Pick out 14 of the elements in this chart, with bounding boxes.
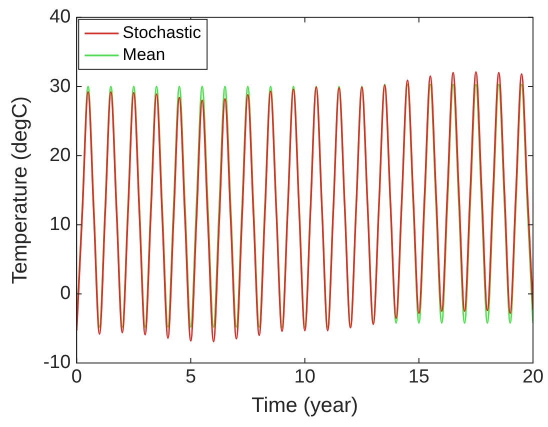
y-tick-label: 40 [50,6,71,28]
y-axis-title: Temperature (degC) [8,96,32,284]
y-tick-label: -10 [43,352,71,374]
x-tick-label: 20 [522,366,544,388]
y-tick-label: 10 [50,214,71,235]
y-tick-label: 0 [60,283,71,304]
x-tick-label: 10 [294,366,316,388]
y-tick-label: 20 [50,144,71,166]
legend-label: Mean [122,45,166,64]
y-tick-label: 30 [50,76,71,97]
x-axis-title: Time (year) [252,394,358,418]
x-tick-label: 5 [185,366,196,388]
legend-label: Stochastic [122,23,202,42]
x-tick-label: 15 [408,366,430,388]
